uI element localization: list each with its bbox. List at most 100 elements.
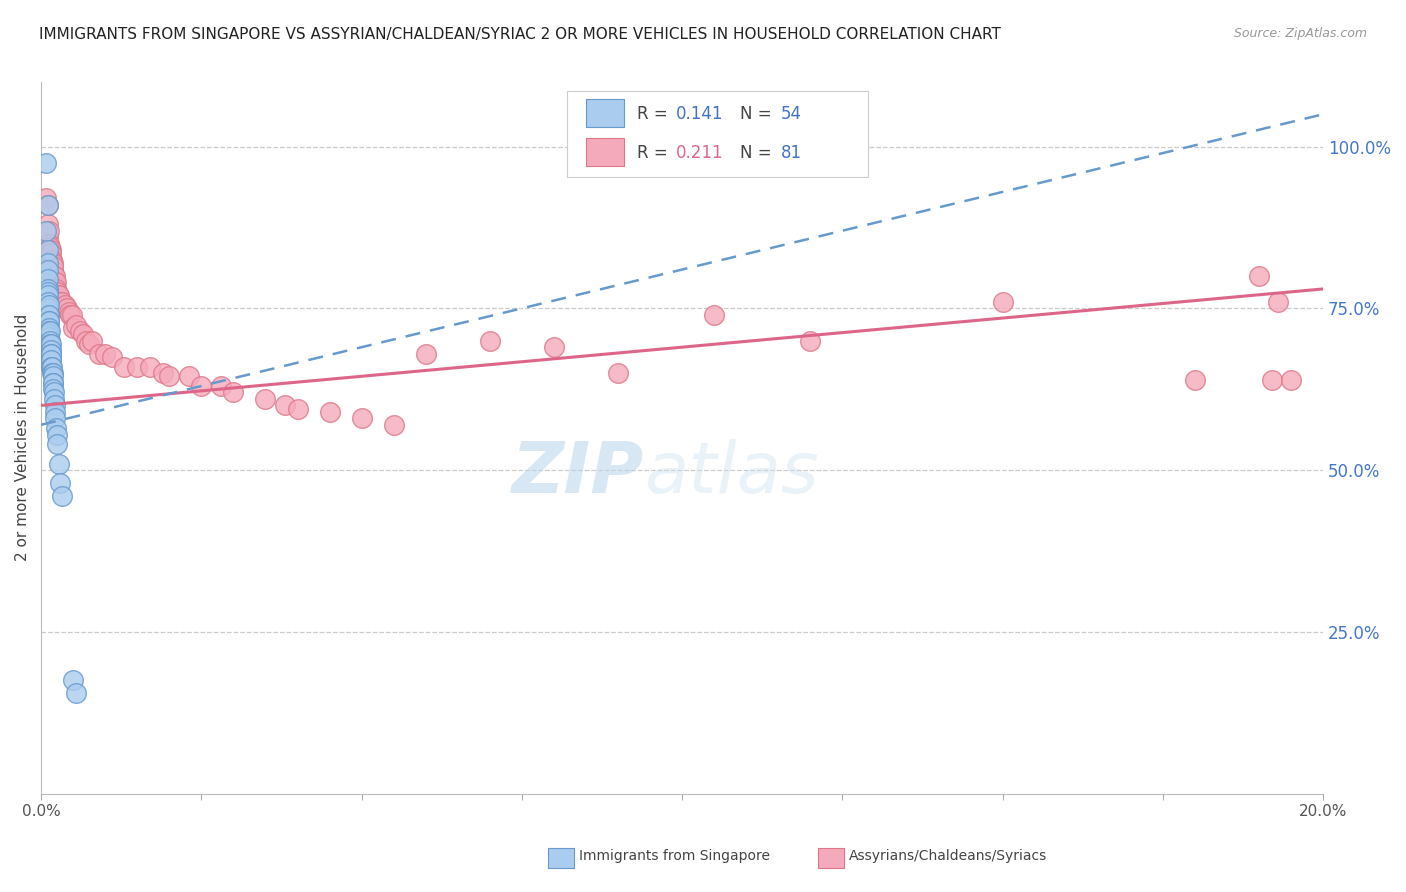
Point [41, 268, 63, 283]
Point [41, 359, 63, 374]
Point [39, 353, 62, 368]
Point [37, 288, 59, 302]
Point [37, 256, 59, 270]
Point [41, 252, 63, 267]
Text: N =: N = [740, 145, 776, 162]
Point [42, 392, 65, 406]
Point [44, 276, 66, 290]
Point [38, 224, 60, 238]
Point [100, 350, 122, 364]
Point [1279, 372, 1302, 386]
Point [46, 427, 69, 442]
Point [114, 359, 136, 374]
Point [35, 191, 58, 205]
Point [37, 301, 59, 316]
Point [39, 337, 62, 351]
Point [991, 294, 1014, 309]
Point [41, 366, 63, 380]
Point [41, 376, 63, 390]
Text: 81: 81 [780, 145, 801, 162]
Point [55, 301, 77, 316]
Point [1184, 372, 1206, 386]
Text: Immigrants from Singapore: Immigrants from Singapore [579, 849, 770, 863]
Point [41, 262, 63, 277]
Point [41, 346, 63, 360]
Point [55, 298, 77, 312]
Point [39, 346, 62, 360]
Point [69, 324, 91, 338]
Point [39, 334, 62, 348]
Point [37, 272, 59, 286]
Point [46, 285, 69, 300]
Point [190, 379, 212, 393]
Point [1261, 372, 1284, 386]
Point [37, 308, 59, 322]
Point [37, 243, 59, 257]
Text: R =: R = [637, 105, 673, 123]
Point [41, 256, 63, 270]
Point [41, 366, 63, 380]
Text: N =: N = [740, 105, 776, 123]
Point [41, 359, 63, 374]
Point [42, 385, 65, 400]
Point [39, 337, 62, 351]
Point [37, 294, 59, 309]
Point [37, 217, 59, 231]
Point [41, 369, 63, 384]
Text: 0.141: 0.141 [676, 105, 723, 123]
Point [87, 346, 110, 360]
Point [38, 250, 60, 264]
Point [209, 379, 232, 393]
Point [37, 198, 59, 212]
Point [177, 369, 200, 384]
Point [48, 288, 70, 302]
Point [94, 346, 117, 360]
Point [42, 382, 65, 396]
Point [38, 314, 60, 328]
Point [478, 334, 501, 348]
Point [77, 337, 100, 351]
Point [39, 250, 62, 264]
Point [35, 224, 58, 238]
FancyBboxPatch shape [586, 137, 624, 166]
Point [42, 268, 65, 283]
Point [37, 285, 59, 300]
Point [38, 243, 60, 257]
Point [39, 324, 62, 338]
Point [35, 250, 58, 264]
Point [38, 324, 60, 338]
Point [44, 278, 66, 293]
Point [415, 346, 437, 360]
Point [39, 256, 62, 270]
Point [62, 320, 84, 334]
Point [44, 285, 66, 300]
Point [45, 282, 67, 296]
Text: 54: 54 [780, 105, 801, 123]
Text: ZIP: ZIP [512, 439, 644, 508]
Point [1247, 268, 1270, 283]
Point [58, 304, 80, 318]
Text: 0.211: 0.211 [676, 145, 723, 162]
Point [287, 401, 309, 416]
Text: atlas: atlas [644, 439, 818, 508]
Point [51, 294, 73, 309]
Point [38, 320, 60, 334]
Text: Assyrians/Chaldeans/Syriacs: Assyrians/Chaldeans/Syriacs [849, 849, 1047, 863]
Point [1267, 294, 1289, 309]
Point [39, 343, 62, 358]
Point [38, 320, 60, 334]
Point [45, 421, 67, 435]
Point [41, 262, 63, 277]
Point [41, 262, 63, 277]
Point [65, 686, 87, 700]
Point [44, 405, 66, 419]
Point [39, 243, 62, 257]
Point [51, 489, 73, 503]
Point [273, 398, 295, 412]
Point [37, 230, 59, 244]
Point [382, 417, 405, 432]
Point [46, 437, 69, 451]
Point [44, 398, 66, 412]
Point [222, 385, 245, 400]
Point [39, 343, 62, 358]
